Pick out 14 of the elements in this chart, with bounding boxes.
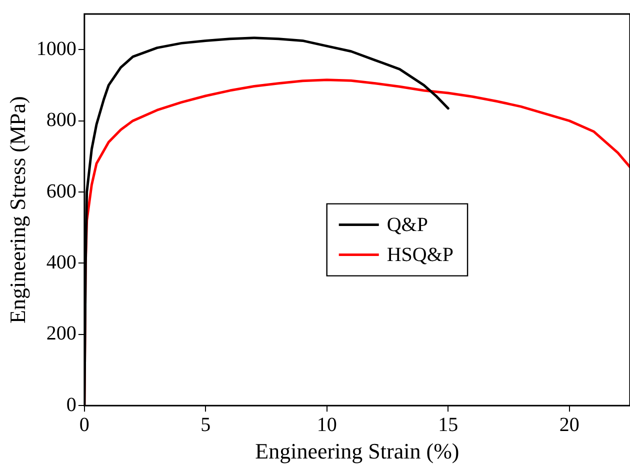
x-tick-label: 5 <box>200 414 211 436</box>
legend-label: HSQ&P <box>386 244 454 266</box>
y-tick-label: 400 <box>46 251 76 274</box>
x-axis-title: Engineering Strain (%) <box>255 438 460 464</box>
legend-label: Q&P <box>386 214 428 236</box>
x-tick-label: 15 <box>438 414 458 436</box>
x-tick-label: 10 <box>316 414 337 436</box>
y-tick-label: 800 <box>46 109 76 132</box>
y-tick-label: 200 <box>46 322 76 345</box>
x-tick-label: 20 <box>559 414 580 436</box>
y-tick-label: 600 <box>46 180 76 202</box>
y-tick-label: 0 <box>66 394 76 416</box>
y-axis-title: Engineering Stress (MPa) <box>4 96 30 324</box>
y-tick-label: 1000 <box>36 38 76 60</box>
